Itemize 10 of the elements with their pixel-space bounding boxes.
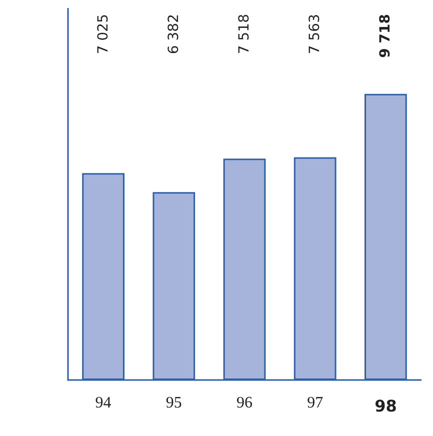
- data-label: 6 382: [166, 14, 182, 54]
- x-tick-label: 97: [307, 394, 324, 412]
- x-tick-label: 96: [236, 394, 252, 412]
- data-label: 7 518: [236, 14, 252, 54]
- x-tick-label: 95: [166, 394, 182, 412]
- data-label: 7 563: [307, 14, 324, 54]
- data-label: 7 025: [95, 14, 112, 54]
- x-tick-label: 98: [374, 396, 397, 416]
- x-tick-label: 94: [95, 394, 112, 412]
- data-label: 9 718: [378, 14, 394, 58]
